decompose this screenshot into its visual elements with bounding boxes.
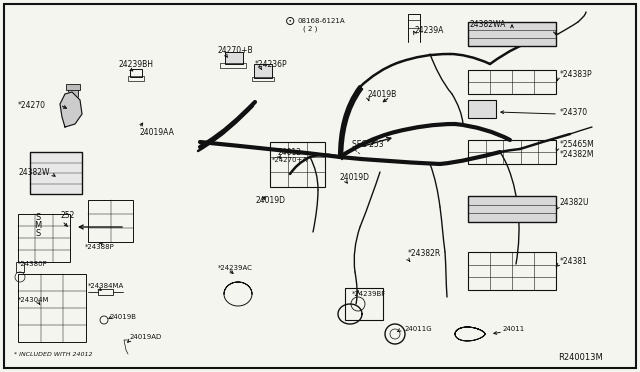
Text: *24381: *24381 — [560, 257, 588, 266]
Bar — [220, 63, 246, 68]
Bar — [468, 252, 556, 290]
Text: ( 2 ): ( 2 ) — [303, 26, 317, 32]
Bar — [30, 152, 82, 194]
Bar — [270, 142, 325, 187]
Text: 24012: 24012 — [278, 148, 302, 157]
Bar — [68, 89, 78, 97]
Text: 24382U: 24382U — [560, 198, 589, 206]
Text: *24239AC: *24239AC — [218, 265, 253, 271]
Text: ⊙: ⊙ — [285, 15, 295, 28]
Text: 24019D: 24019D — [340, 173, 370, 182]
Text: R240013M: R240013M — [558, 353, 603, 362]
Bar — [468, 100, 496, 118]
Text: *24388P: *24388P — [85, 244, 115, 250]
Bar — [468, 70, 556, 94]
Text: 24019B: 24019B — [110, 314, 137, 320]
Text: 24011G: 24011G — [405, 326, 433, 332]
Text: * INCLUDED WITH 24012: * INCLUDED WITH 24012 — [14, 352, 93, 356]
Text: *24382R: *24382R — [408, 250, 441, 259]
Text: *24370: *24370 — [560, 108, 588, 116]
Text: S: S — [35, 212, 40, 221]
Bar — [16, 262, 24, 272]
Text: S: S — [35, 228, 40, 237]
Text: *25465M: *25465M — [560, 140, 595, 148]
Bar — [252, 77, 274, 81]
Bar — [468, 140, 556, 164]
Text: *24270+A: *24270+A — [272, 157, 308, 163]
Text: *24239BF: *24239BF — [352, 291, 387, 297]
Text: 24019AA: 24019AA — [140, 128, 175, 137]
Text: *24270: *24270 — [18, 100, 46, 109]
Text: 08168-6121A: 08168-6121A — [298, 18, 346, 24]
Bar — [66, 84, 80, 90]
Text: *24380P: *24380P — [18, 261, 48, 267]
Bar — [98, 289, 113, 295]
Bar — [130, 69, 142, 77]
Text: *24236P: *24236P — [255, 60, 287, 68]
Text: 24019D: 24019D — [255, 196, 285, 205]
Bar — [18, 274, 86, 342]
Text: 24239A: 24239A — [415, 26, 444, 35]
Bar — [128, 76, 144, 81]
Bar — [468, 22, 556, 46]
Bar — [88, 200, 133, 242]
Text: *24383P: *24383P — [560, 70, 593, 78]
Bar — [18, 214, 70, 262]
Bar — [345, 288, 383, 320]
Text: 24382WA: 24382WA — [470, 19, 506, 29]
Text: 24019AD: 24019AD — [130, 334, 163, 340]
Text: 24382W: 24382W — [18, 167, 49, 176]
Text: SEC 253: SEC 253 — [352, 140, 383, 148]
Text: *24384MA: *24384MA — [88, 283, 124, 289]
Text: 24011: 24011 — [503, 326, 525, 332]
Bar — [225, 52, 243, 64]
Text: 24239BH: 24239BH — [118, 60, 153, 68]
Text: *24304M: *24304M — [18, 297, 49, 303]
Polygon shape — [60, 92, 82, 127]
Text: *24382M: *24382M — [560, 150, 595, 158]
Bar — [468, 196, 556, 222]
Text: 252: 252 — [60, 211, 74, 219]
Text: 24270+B: 24270+B — [218, 45, 253, 55]
Text: 24019B: 24019B — [368, 90, 397, 99]
Bar — [254, 64, 272, 78]
Text: M: M — [35, 221, 42, 230]
